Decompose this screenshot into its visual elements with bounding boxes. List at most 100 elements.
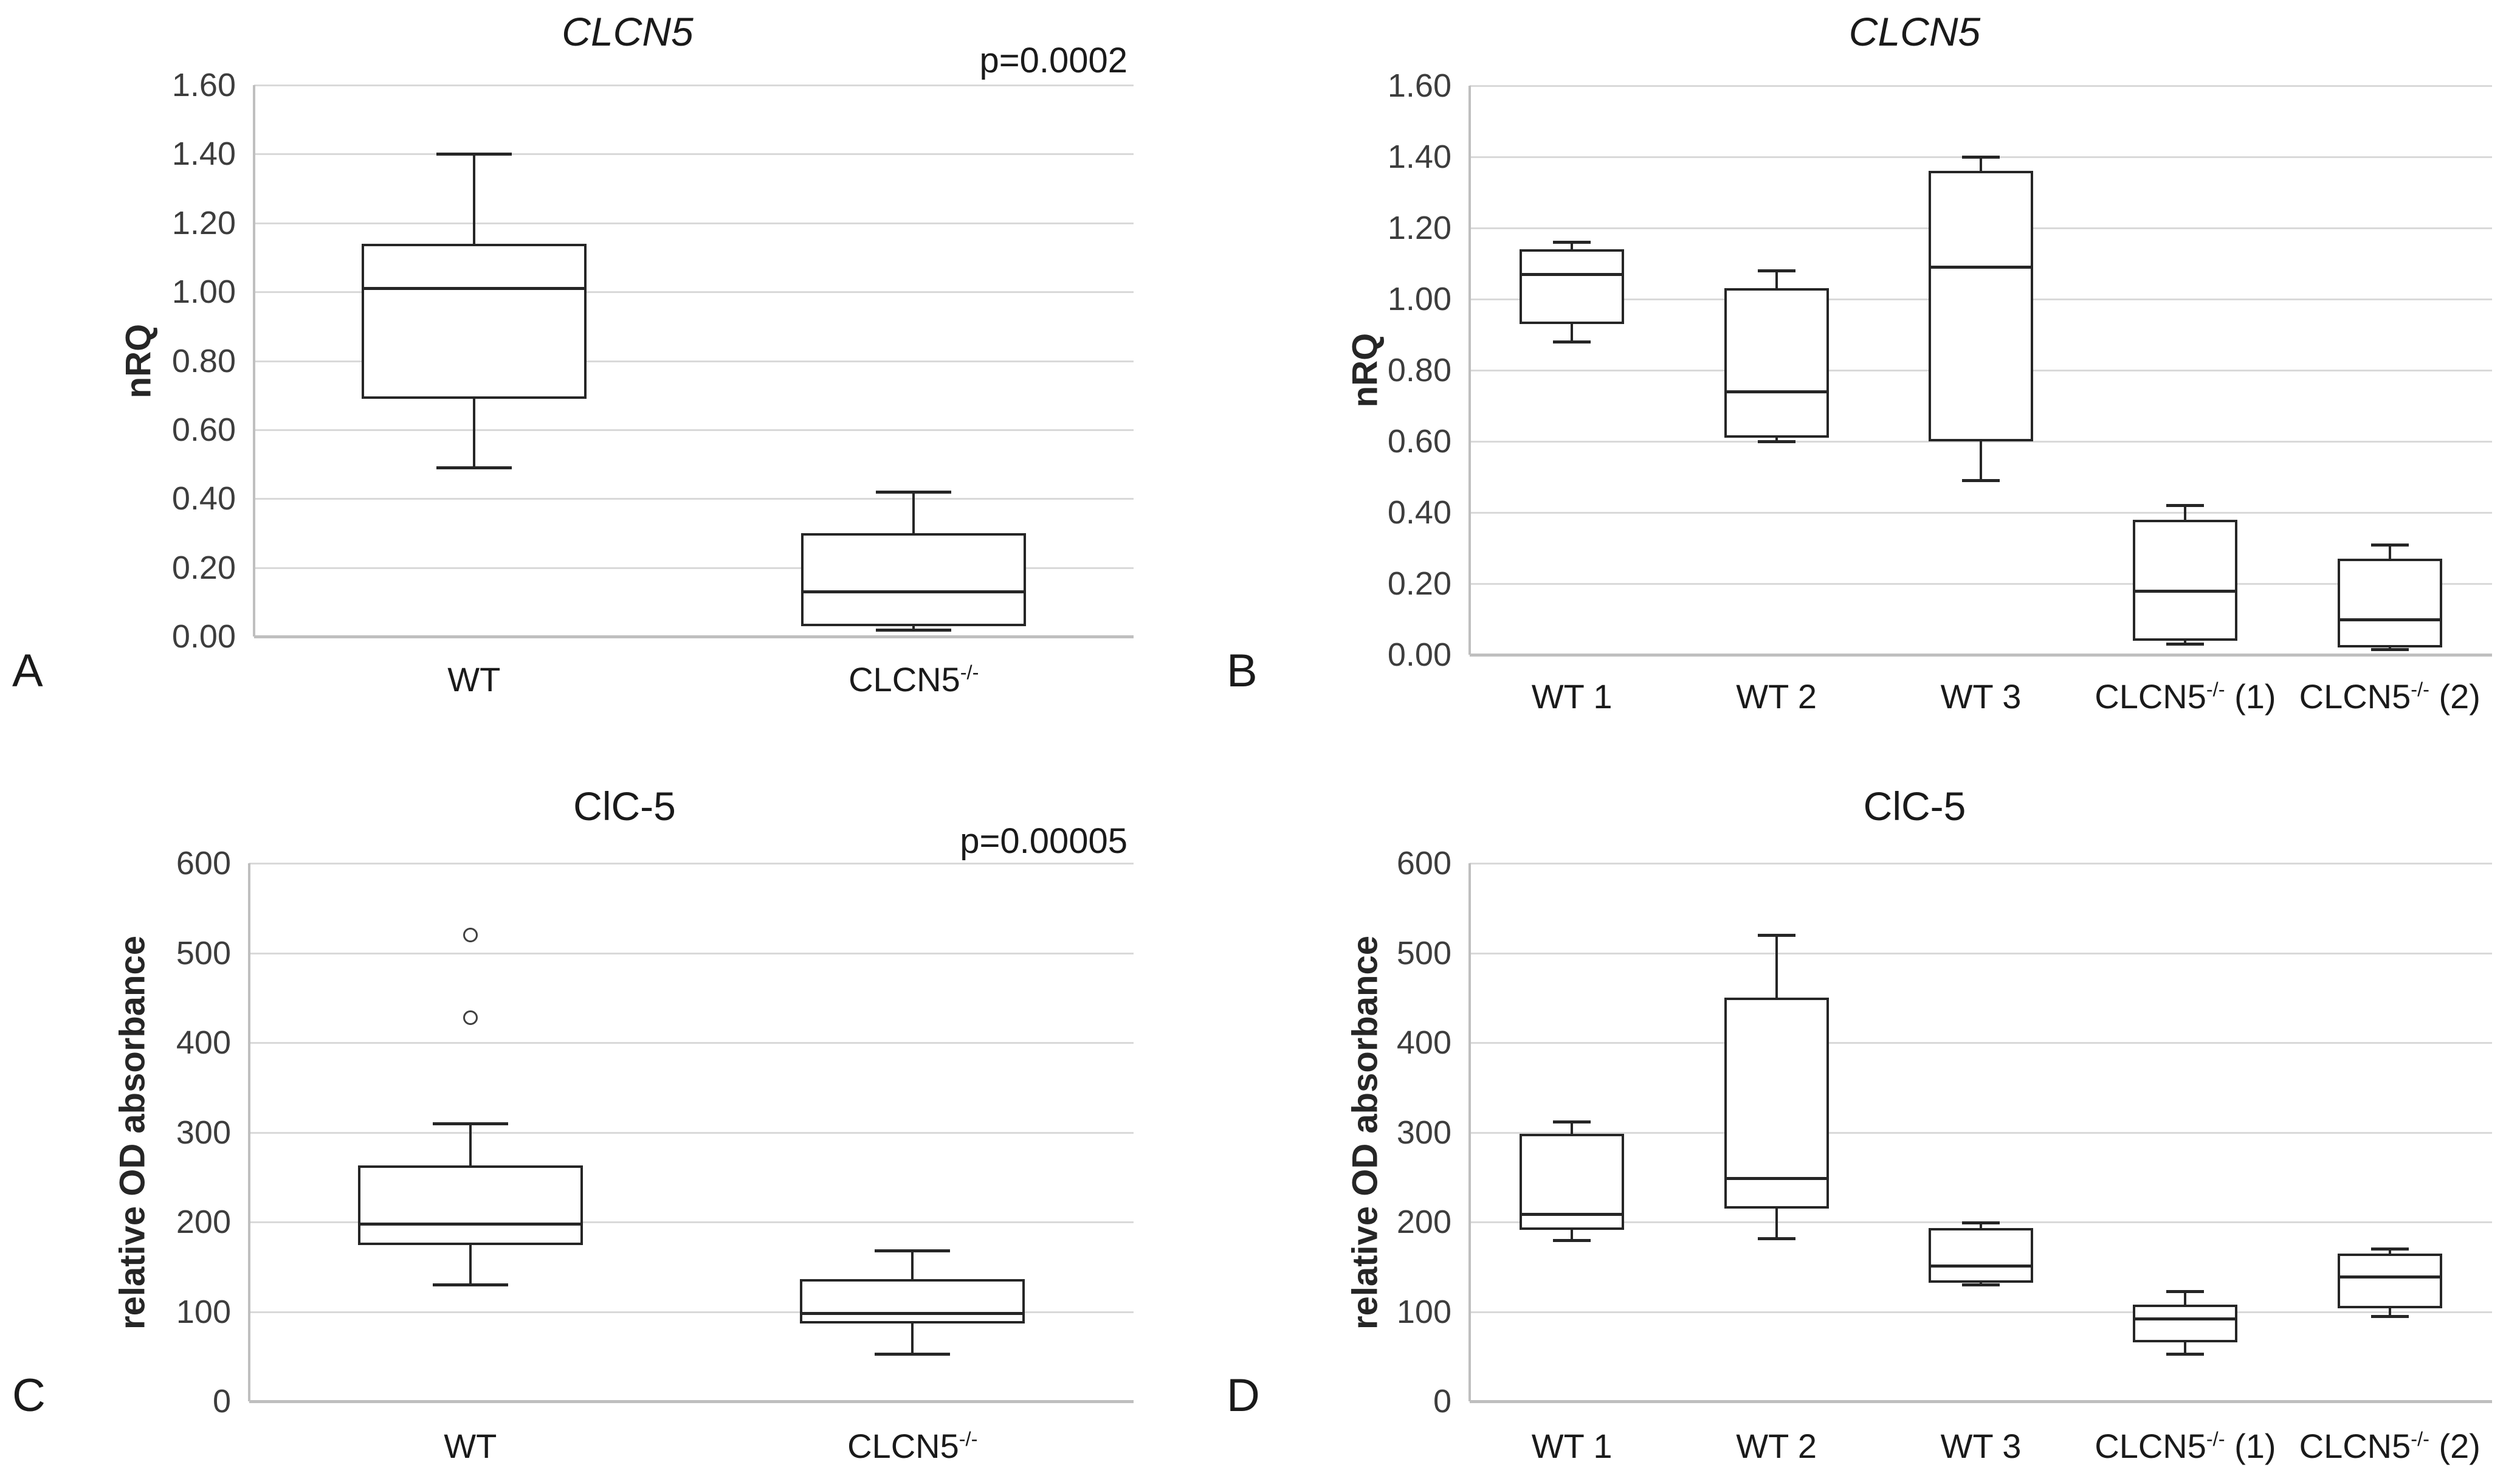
y-tick-label: 1.60 [1387, 67, 1451, 104]
whisker [2388, 1249, 2391, 1254]
whisker [469, 1245, 472, 1285]
gridline [254, 429, 1134, 431]
y-tick-label: 1.60 [171, 67, 236, 103]
y-tick-label: 0 [1433, 1383, 1451, 1420]
x-category-suffix: (2) [2429, 1427, 2480, 1465]
box [2133, 519, 2238, 641]
panel-label: C [12, 1370, 46, 1421]
whisker [472, 398, 475, 468]
whisker [472, 154, 475, 244]
y-axis-line [1468, 86, 1471, 655]
whisker-cap [875, 1352, 951, 1356]
panel-label: B [1227, 645, 1258, 697]
whisker-cap [1757, 269, 1795, 273]
whisker [1980, 157, 1982, 171]
x-category-label: CLCN5-/- [847, 1426, 977, 1466]
x-category-label: WT [447, 660, 500, 699]
chart-title: CLCN5 [1848, 9, 1981, 54]
whisker-cap [1962, 479, 2000, 483]
whisker [1980, 441, 1982, 481]
x-category-base: CLCN5 [2095, 1427, 2206, 1465]
whisker [1775, 935, 1778, 998]
whisker [2184, 1291, 2187, 1305]
whisker-cap [1757, 934, 1795, 937]
outlier-point [463, 1010, 478, 1025]
x-category-superscript: -/- [2206, 678, 2225, 700]
whisker-cap [1757, 1237, 1795, 1240]
whisker [2184, 640, 2187, 644]
whisker [2388, 1308, 2391, 1316]
box [1724, 288, 1829, 438]
y-axis-line [253, 85, 255, 637]
gridline [249, 1221, 1134, 1223]
whisker-cap [432, 1122, 508, 1125]
x-category-superscript: -/- [2411, 678, 2429, 700]
y-tick-label: 0.20 [1387, 565, 1451, 602]
box [2337, 1253, 2442, 1308]
whisker [1571, 1230, 1574, 1240]
x-category-label: WT 3 [1941, 677, 2022, 716]
gridline [254, 567, 1134, 569]
whisker-cap [2166, 643, 2205, 646]
x-category-base: CLCN5 [849, 660, 960, 699]
gridline [254, 153, 1134, 156]
x-category-base: CLCN5 [847, 1427, 959, 1465]
median-line [2337, 618, 2442, 621]
whisker [1775, 438, 1778, 441]
x-category-label: WT [444, 1426, 497, 1466]
whisker-cap [2370, 648, 2409, 652]
whisker [1571, 323, 1574, 342]
x-category-label: CLCN5-/- (2) [2299, 1426, 2480, 1466]
x-category-superscript: -/- [2206, 1427, 2225, 1450]
box [357, 1165, 583, 1246]
whisker-cap [2370, 543, 2409, 547]
y-axis-line [248, 863, 250, 1401]
y-tick-label: 1.00 [1387, 281, 1451, 317]
whisker-cap [875, 1249, 951, 1253]
gridline [254, 498, 1134, 500]
gridline [249, 1042, 1134, 1044]
x-category-label: WT 2 [1736, 677, 1817, 716]
gridline [249, 1131, 1134, 1134]
median-line [800, 1312, 1025, 1316]
x-category-suffix: (1) [2225, 1427, 2276, 1465]
y-tick-label: 0.80 [1387, 352, 1451, 388]
whisker-cap [1757, 440, 1795, 443]
y-tick-label: 500 [1396, 934, 1451, 971]
whisker-cap [2166, 1352, 2205, 1356]
y-tick-label: 100 [1396, 1293, 1451, 1330]
gridline [1470, 654, 2492, 657]
gridline [1470, 85, 2492, 87]
box [1520, 249, 1625, 324]
median-line [361, 287, 587, 291]
whisker-cap [1962, 1221, 2000, 1225]
whisker-cap [2166, 504, 2205, 508]
y-tick-label: 1.20 [1387, 210, 1451, 246]
box [2133, 1304, 2238, 1342]
whisker [1775, 1208, 1778, 1238]
p-value-label: p=0.00005 [960, 821, 1127, 861]
whisker [912, 491, 915, 533]
y-tick-label: 600 [1396, 845, 1451, 882]
whisker [469, 1123, 472, 1166]
x-category-label: CLCN5-/- (2) [2299, 677, 2480, 716]
box [800, 1279, 1025, 1323]
y-tick-label: 1.00 [171, 274, 236, 311]
median-line [1929, 266, 2033, 269]
median-line [1520, 1212, 1625, 1216]
chart-title: ClC-5 [1863, 784, 1966, 829]
whisker [911, 1251, 914, 1280]
y-tick-label: 200 [1396, 1204, 1451, 1240]
outlier-point [463, 928, 478, 942]
p-value-label: p=0.0002 [979, 41, 1127, 80]
whisker-cap [1553, 340, 1591, 344]
x-category-superscript: -/- [960, 661, 979, 683]
x-category-base: CLCN5 [2299, 1427, 2411, 1465]
whisker-cap [1553, 241, 1591, 244]
y-tick-label: 0.40 [1387, 494, 1451, 531]
gridline [249, 1311, 1134, 1313]
whisker-cap [876, 628, 952, 632]
y-axis-line [1468, 863, 1471, 1401]
x-category-base: CLCN5 [2299, 677, 2411, 716]
y-tick-label: 1.40 [1387, 139, 1451, 175]
